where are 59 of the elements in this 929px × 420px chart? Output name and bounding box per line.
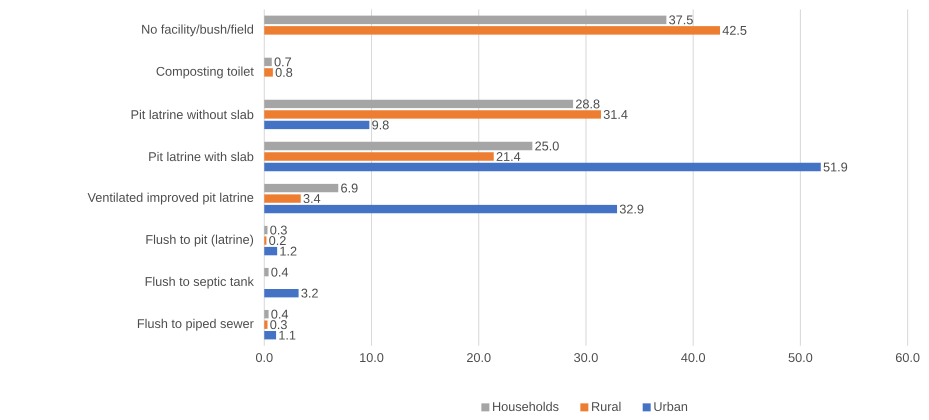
legend-label: Rural: [592, 402, 620, 411]
y-tick-label: Pit latrine with slab: [149, 152, 254, 161]
bar: [264, 194, 301, 203]
data-label: 0.7: [274, 57, 292, 66]
data-label: 0.4: [271, 267, 288, 276]
data-label: 0.2: [269, 236, 286, 245]
bar: [264, 142, 532, 150]
x-tick-label: 0.0: [256, 352, 273, 362]
bar: [264, 162, 821, 171]
data-label: 0.3: [270, 320, 287, 329]
x-tick-label: 60.0: [896, 352, 920, 362]
data-label: 37.5: [669, 15, 693, 24]
bar: [264, 204, 618, 214]
x-tick-label: 50.0: [788, 352, 812, 362]
data-label: 9.8: [372, 120, 389, 130]
bar: [264, 288, 299, 298]
y-tick-label: Flush to septic tank: [146, 276, 254, 288]
bar: [264, 330, 276, 340]
y-tick-label: Flush to piped sewer: [138, 318, 254, 330]
x-tick-label: 30.0: [574, 352, 598, 362]
bar: [264, 310, 269, 318]
data-label: 28.8: [576, 99, 600, 108]
y-tick-label: Flush to pit (latrine): [146, 234, 254, 246]
data-label: 31.4: [604, 110, 628, 119]
bar: [264, 68, 273, 76]
bar: [264, 246, 278, 256]
bar: [264, 120, 370, 129]
y-tick-label: Ventilated improved pit latrine: [88, 192, 254, 204]
bar: [264, 100, 574, 108]
data-label: 25.0: [535, 141, 559, 150]
data-label: 21.4: [496, 152, 520, 161]
bar: [264, 26, 720, 34]
y-tick-label: Pit latrine without slab: [132, 110, 254, 119]
x-tick-label: 40.0: [681, 352, 706, 362]
bar: [264, 226, 268, 234]
bar: [264, 320, 268, 329]
data-label: 3.4: [303, 194, 320, 203]
data-label: 32.9: [620, 204, 644, 214]
data-label: 1.1: [279, 330, 296, 340]
bar: [264, 110, 601, 118]
data-label: 6.9: [341, 183, 358, 192]
data-label: 0.4: [271, 309, 288, 318]
data-label: 0.3: [270, 225, 287, 234]
y-tick-label: No facility/bush/field: [142, 24, 254, 36]
data-label: 3.2: [301, 288, 318, 298]
bar: [264, 15, 666, 24]
bar: [264, 184, 338, 192]
bar: [264, 268, 269, 276]
y-tick-label: Composting toilet: [156, 66, 254, 78]
data-label: 1.2: [280, 246, 296, 256]
bar: [264, 57, 272, 66]
legend-label: Households: [493, 402, 559, 411]
legend-label: Urban: [654, 402, 688, 411]
x-tick-label: 10.0: [360, 352, 384, 362]
data-label: 42.5: [722, 26, 746, 35]
data-label: 51.9: [824, 162, 848, 172]
bar: [264, 152, 494, 160]
x-tick-label: 20.0: [467, 352, 491, 362]
data-label: 0.8: [276, 68, 292, 77]
